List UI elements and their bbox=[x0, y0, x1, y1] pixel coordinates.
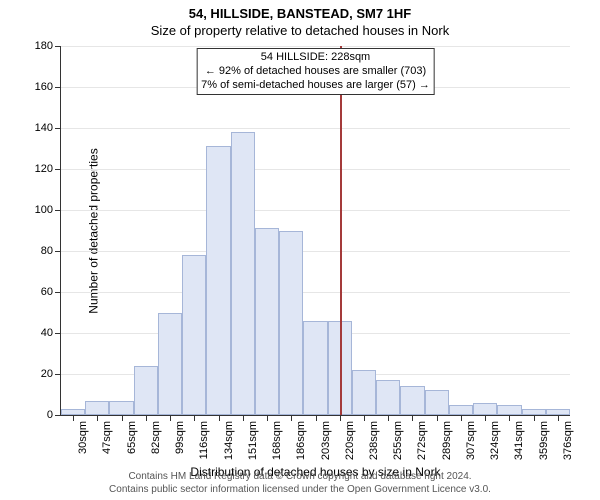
histogram-bar bbox=[400, 386, 424, 415]
chart-container: 54, HILLSIDE, BANSTEAD, SM7 1HF Size of … bbox=[0, 0, 600, 500]
x-tick-label: 47sqm bbox=[101, 421, 113, 454]
y-tick-label: 180 bbox=[35, 40, 53, 52]
histogram-bar bbox=[376, 380, 400, 415]
histogram-bar bbox=[352, 370, 376, 415]
annotation-line: ← 92% of detached houses are smaller (70… bbox=[201, 65, 430, 79]
histogram-bar bbox=[279, 231, 303, 416]
chart-subtitle: Size of property relative to detached ho… bbox=[0, 21, 600, 38]
x-tick bbox=[73, 415, 74, 421]
y-tick bbox=[55, 415, 61, 416]
x-tick bbox=[97, 415, 98, 421]
x-tick bbox=[412, 415, 413, 421]
y-tick bbox=[55, 128, 61, 129]
y-tick bbox=[55, 210, 61, 211]
histogram-bar bbox=[425, 390, 449, 415]
x-tick-label: 82sqm bbox=[150, 421, 162, 454]
x-tick bbox=[558, 415, 559, 421]
x-tick-label: 116sqm bbox=[198, 421, 210, 459]
x-tick bbox=[364, 415, 365, 421]
x-tick bbox=[194, 415, 195, 421]
x-tick-label: 203sqm bbox=[320, 421, 332, 460]
y-tick-label: 160 bbox=[35, 81, 53, 93]
x-tick bbox=[437, 415, 438, 421]
x-tick-label: 376sqm bbox=[562, 421, 574, 460]
x-tick bbox=[122, 415, 123, 421]
gridline bbox=[61, 128, 570, 129]
x-tick bbox=[267, 415, 268, 421]
x-tick-label: 134sqm bbox=[223, 421, 235, 460]
y-axis-label: Number of detached properties bbox=[87, 148, 101, 313]
x-tick bbox=[146, 415, 147, 421]
x-tick-label: 186sqm bbox=[295, 421, 307, 460]
gridline bbox=[61, 251, 570, 252]
x-tick bbox=[509, 415, 510, 421]
gridline bbox=[61, 292, 570, 293]
y-tick bbox=[55, 46, 61, 47]
y-tick bbox=[55, 251, 61, 252]
histogram-bar bbox=[497, 405, 521, 415]
histogram-bar bbox=[206, 146, 230, 415]
x-tick-label: 168sqm bbox=[271, 421, 283, 460]
histogram-bar bbox=[255, 228, 279, 415]
y-tick bbox=[55, 87, 61, 88]
gridline bbox=[61, 46, 570, 47]
y-tick bbox=[55, 374, 61, 375]
x-tick-label: 30sqm bbox=[77, 421, 89, 454]
chart-supertitle: 54, HILLSIDE, BANSTEAD, SM7 1HF bbox=[0, 0, 600, 21]
x-tick bbox=[340, 415, 341, 421]
x-tick bbox=[291, 415, 292, 421]
histogram-bar bbox=[158, 313, 182, 416]
histogram-bar bbox=[473, 403, 497, 415]
x-tick-label: 65sqm bbox=[126, 421, 138, 454]
y-tick-label: 120 bbox=[35, 163, 53, 175]
x-tick bbox=[219, 415, 220, 421]
y-tick-label: 40 bbox=[41, 327, 53, 339]
x-tick bbox=[170, 415, 171, 421]
annotation-line: 7% of semi-detached houses are larger (5… bbox=[201, 79, 430, 93]
footer-line-1: Contains HM Land Registry data © Crown c… bbox=[0, 471, 600, 484]
x-tick-label: 324sqm bbox=[489, 421, 501, 460]
footer-line-2: Contains public sector information licen… bbox=[0, 484, 600, 497]
y-tick-label: 140 bbox=[35, 122, 53, 134]
x-tick-label: 359sqm bbox=[538, 421, 550, 460]
histogram-bar bbox=[182, 255, 206, 415]
x-tick-label: 220sqm bbox=[344, 421, 356, 460]
x-tick bbox=[243, 415, 244, 421]
histogram-bar bbox=[134, 366, 158, 415]
y-tick-label: 20 bbox=[41, 368, 53, 380]
x-tick-label: 151sqm bbox=[247, 421, 259, 460]
footer-attribution: Contains HM Land Registry data © Crown c… bbox=[0, 471, 600, 496]
x-tick bbox=[461, 415, 462, 421]
annotation-box: 54 HILLSIDE: 228sqm← 92% of detached hou… bbox=[196, 48, 435, 95]
y-tick bbox=[55, 169, 61, 170]
y-tick-label: 80 bbox=[41, 245, 53, 257]
x-tick-label: 307sqm bbox=[465, 421, 477, 460]
x-tick-label: 238sqm bbox=[368, 421, 380, 460]
x-tick-label: 99sqm bbox=[174, 421, 186, 454]
x-tick-label: 341sqm bbox=[513, 421, 525, 460]
histogram-bar bbox=[109, 401, 133, 415]
x-tick bbox=[316, 415, 317, 421]
x-tick bbox=[485, 415, 486, 421]
gridline bbox=[61, 210, 570, 211]
x-tick bbox=[388, 415, 389, 421]
histogram-bar bbox=[231, 132, 255, 415]
histogram-bar bbox=[85, 401, 109, 415]
annotation-line: 54 HILLSIDE: 228sqm bbox=[201, 51, 430, 65]
gridline bbox=[61, 169, 570, 170]
y-tick bbox=[55, 292, 61, 293]
x-tick-label: 289sqm bbox=[441, 421, 453, 460]
y-tick-label: 60 bbox=[41, 286, 53, 298]
x-tick-label: 272sqm bbox=[416, 421, 428, 460]
histogram-bar bbox=[449, 405, 473, 415]
y-tick bbox=[55, 333, 61, 334]
x-tick-label: 255sqm bbox=[392, 421, 404, 460]
marker-line bbox=[340, 46, 342, 415]
x-tick bbox=[534, 415, 535, 421]
plot-area: Number of detached properties Distributi… bbox=[60, 46, 570, 416]
y-tick-label: 0 bbox=[47, 409, 53, 421]
y-tick-label: 100 bbox=[35, 204, 53, 216]
histogram-bar bbox=[303, 321, 327, 415]
